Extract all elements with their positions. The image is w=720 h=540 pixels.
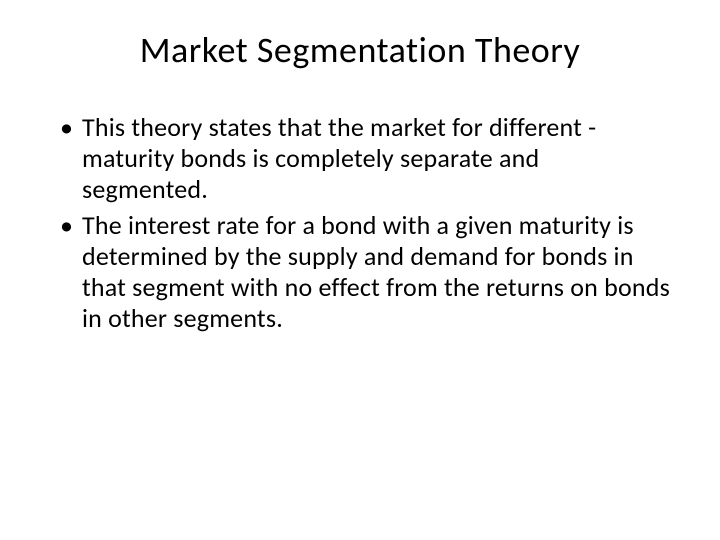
- bullet-list: This theory states that the market for d…: [58, 112, 670, 334]
- slide-title: Market Segmentation Theory: [50, 28, 670, 72]
- bullet-item: This theory states that the market for d…: [58, 112, 670, 206]
- slide-container: Market Segmentation Theory This theory s…: [0, 0, 720, 540]
- bullet-item: The interest rate for a bond with a give…: [58, 210, 670, 335]
- slide-content: This theory states that the market for d…: [50, 112, 670, 334]
